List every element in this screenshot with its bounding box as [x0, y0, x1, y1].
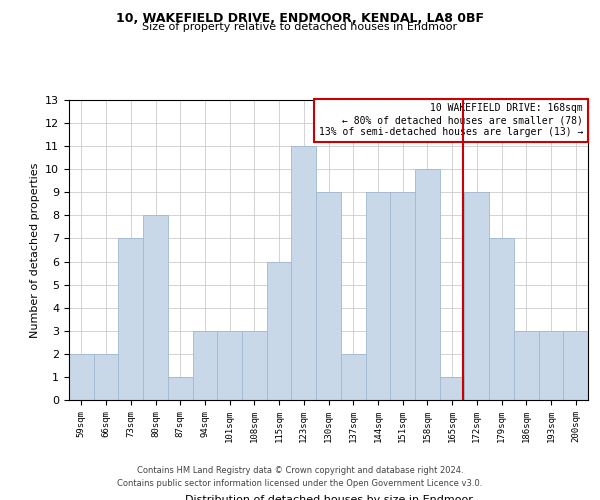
- Bar: [390, 192, 415, 400]
- Bar: [514, 331, 539, 400]
- Bar: [415, 169, 440, 400]
- Bar: [440, 377, 464, 400]
- Y-axis label: Number of detached properties: Number of detached properties: [29, 162, 40, 338]
- Bar: [563, 331, 588, 400]
- Bar: [217, 331, 242, 400]
- Bar: [539, 331, 563, 400]
- Text: 10 WAKEFIELD DRIVE: 168sqm
← 80% of detached houses are smaller (78)
13% of semi: 10 WAKEFIELD DRIVE: 168sqm ← 80% of deta…: [319, 104, 583, 136]
- Bar: [316, 192, 341, 400]
- Text: Contains HM Land Registry data © Crown copyright and database right 2024.
Contai: Contains HM Land Registry data © Crown c…: [118, 466, 482, 487]
- Bar: [464, 192, 489, 400]
- Bar: [489, 238, 514, 400]
- Bar: [69, 354, 94, 400]
- Text: Size of property relative to detached houses in Endmoor: Size of property relative to detached ho…: [142, 22, 458, 32]
- Bar: [168, 377, 193, 400]
- X-axis label: Distribution of detached houses by size in Endmoor: Distribution of detached houses by size …: [185, 495, 472, 500]
- Bar: [94, 354, 118, 400]
- Text: 10, WAKEFIELD DRIVE, ENDMOOR, KENDAL, LA8 0BF: 10, WAKEFIELD DRIVE, ENDMOOR, KENDAL, LA…: [116, 12, 484, 26]
- Bar: [143, 216, 168, 400]
- Bar: [365, 192, 390, 400]
- Bar: [118, 238, 143, 400]
- Bar: [292, 146, 316, 400]
- Bar: [341, 354, 365, 400]
- Bar: [242, 331, 267, 400]
- Bar: [193, 331, 217, 400]
- Bar: [267, 262, 292, 400]
